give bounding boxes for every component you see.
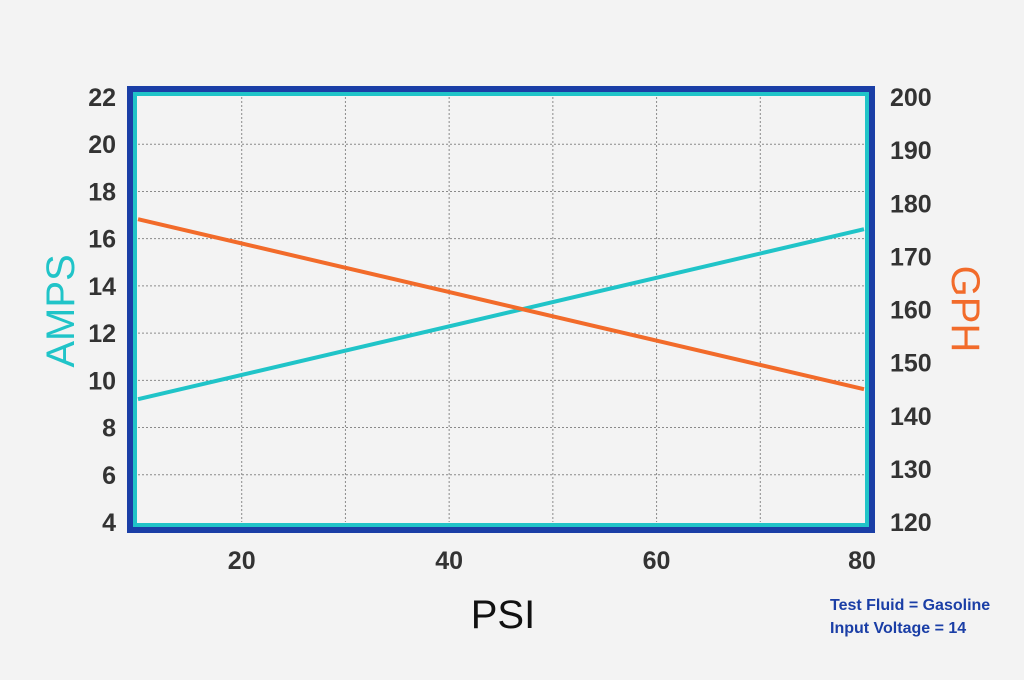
y-left-tick-label: 12 — [88, 320, 116, 348]
y-right-tick-label: 160 — [890, 297, 932, 325]
y-axis-left-label: AMPS — [39, 254, 83, 367]
y-left-tick-label: 10 — [88, 367, 116, 395]
y-left-tick-label: 6 — [102, 462, 116, 490]
x-tick-label: 80 — [848, 547, 876, 575]
note-test-fluid: Test Fluid = Gasoline — [830, 597, 991, 614]
x-axis-label: PSI — [471, 593, 535, 637]
y-left-tick-label: 8 — [102, 415, 116, 443]
x-tick-label: 60 — [643, 547, 671, 575]
grid — [138, 97, 864, 522]
y-left-tick-label: 22 — [88, 84, 116, 112]
y-right-tick-label: 200 — [890, 84, 932, 112]
y-left-tick-label: 16 — [88, 226, 116, 254]
y-right-tick-label: 130 — [890, 456, 932, 484]
gph-series-line — [137, 217, 865, 392]
series-layer — [137, 217, 865, 402]
plot-inner-frame — [133, 92, 869, 527]
x-tick-label: 20 — [228, 547, 256, 575]
y-right-tick-label: 170 — [890, 243, 932, 271]
amps-series-line — [137, 227, 865, 402]
y-right-tick-label: 190 — [890, 137, 932, 165]
x-tick-label: 40 — [435, 547, 463, 575]
plot-outer-frame — [127, 86, 875, 533]
y-left-tick-label: 20 — [88, 131, 116, 159]
y-right-tick-label: 180 — [890, 190, 932, 218]
tick-labels: 4 6 8 10 12 14 16 18 20 22 120 130 140 150 160 170 180 19… — [88, 84, 932, 575]
y-right-tick-label: 120 — [890, 509, 932, 537]
y-left-tick-label: 14 — [88, 273, 116, 301]
y-axis-right-label: GPH — [943, 266, 987, 353]
note-input-voltage: Input Voltage = 14 — [830, 620, 967, 637]
y-right-tick-label: 150 — [890, 350, 932, 378]
y-right-tick-label: 140 — [890, 403, 932, 431]
y-left-tick-label: 18 — [88, 178, 116, 206]
y-left-tick-label: 4 — [102, 509, 116, 537]
